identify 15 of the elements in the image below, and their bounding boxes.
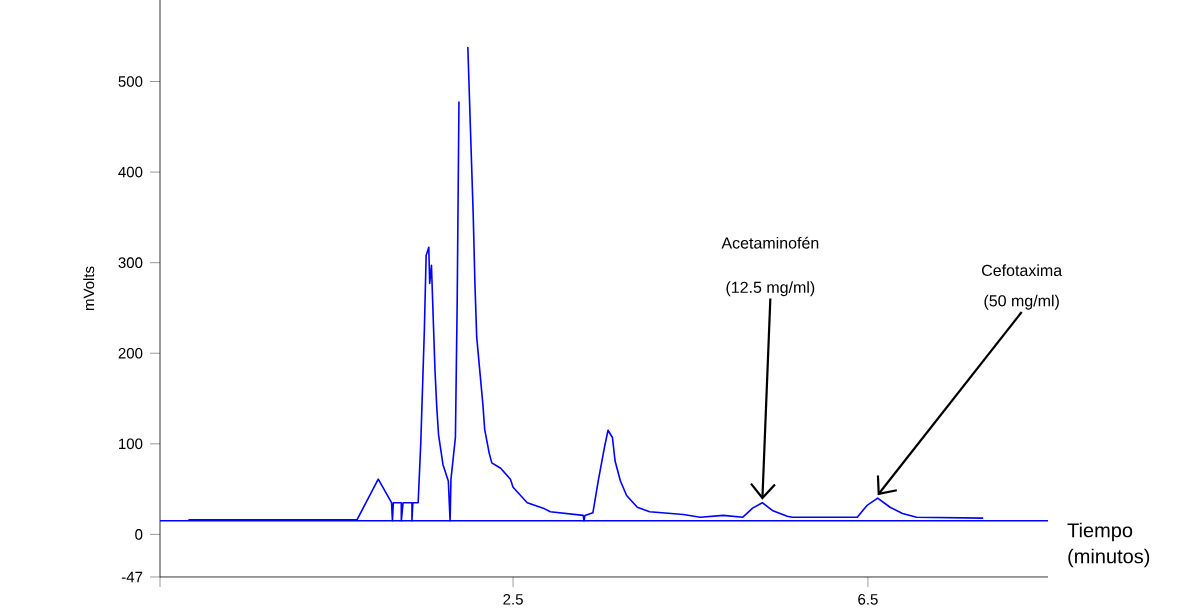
annotation: (50 mg/ml) <box>984 294 1059 310</box>
y-axis-title: mVolts <box>83 266 95 310</box>
x-tick-label: 6.5 <box>858 594 878 605</box>
annotation: Acetaminofén <box>721 236 819 249</box>
annotation: (12.5 mg/ml) <box>726 281 815 297</box>
x-tick-label: 2.5 <box>503 594 523 605</box>
y-tick-label: 400 <box>118 166 143 178</box>
annotation: Cefotaxima <box>982 264 1063 277</box>
y-tick-label: 300 <box>118 257 143 268</box>
y-tick-label: 0 <box>135 529 143 540</box>
y-tick-label: -47 <box>121 571 143 583</box>
x-axis-title: Tiempo (minutos) <box>1067 522 1150 568</box>
y-tick-label: 200 <box>118 347 143 359</box>
y-tick-label: 100 <box>119 438 143 450</box>
y-tick-label: 500 <box>118 76 143 87</box>
